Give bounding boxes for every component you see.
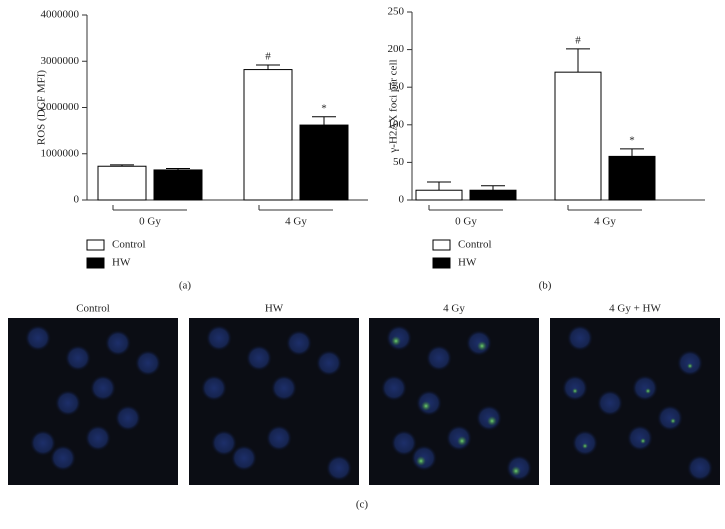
image-title: HW [265,303,284,315]
bar [415,189,463,201]
foci [511,466,521,476]
foci [391,336,401,346]
cell [90,375,116,401]
cell [65,345,91,371]
significance-marker: # [265,50,271,62]
cell [55,390,81,416]
panel-label: (b) [539,280,552,292]
foci [457,436,467,446]
cell [286,330,312,356]
x-tick-label: 4 Gy [285,216,307,228]
foci [687,363,693,369]
y-tick-label: 0 [399,194,405,206]
legend-swatch [432,239,451,251]
y-tick-label: 4000000 [41,9,80,21]
cell [246,345,272,371]
foci [582,443,588,449]
y-tick-label: 0 [74,194,80,206]
foci [572,388,578,394]
legend-label: HW [458,257,477,269]
foci [477,341,487,351]
bar [97,165,147,201]
cell [426,345,452,371]
x-tick-label: 0 Gy [139,216,161,228]
cell [316,350,342,376]
cell [632,375,658,401]
y-tick-label: 1000000 [41,147,80,159]
legend-swatch [86,257,105,269]
y-tick-label: 100 [388,118,405,130]
y-axis-label: γ-H2AX foci per cell [388,59,400,153]
cell [391,430,417,456]
foci [645,388,651,394]
legend-label: Control [458,239,492,251]
cell [206,325,232,351]
cell [687,455,713,481]
y-tick-label: 150 [388,81,405,93]
cell [271,375,297,401]
y-tick-label: 3000000 [41,55,80,67]
x-tick-label: 4 Gy [594,216,616,228]
foci [487,416,497,426]
cell [50,445,76,471]
y-tick-label: 250 [388,6,405,18]
cell [25,325,51,351]
legend-label: HW [112,257,131,269]
cell [201,375,227,401]
foci [421,401,431,411]
bar [608,155,656,201]
cell [231,445,257,471]
cell [326,455,352,481]
bar [153,169,203,201]
x-tick-label: 0 Gy [455,216,477,228]
y-tick-label: 2000000 [41,101,80,113]
legend-swatch [432,257,451,269]
cell [30,430,56,456]
legend-label: Control [112,239,146,251]
cell [211,430,237,456]
foci [640,438,646,444]
panel-label: (c) [356,499,369,511]
cell [105,330,131,356]
legend-swatch [86,239,105,251]
cell [627,425,653,451]
cell [567,325,593,351]
bar [554,71,602,201]
cell [85,425,111,451]
cell [266,425,292,451]
foci [416,456,426,466]
cell [381,375,407,401]
bar [299,124,349,201]
image-title: 4 Gy [443,303,465,315]
image-title: 4 Gy + HW [609,303,661,315]
foci [670,418,676,424]
significance-marker: * [629,134,635,146]
bar [469,189,517,201]
cell [657,405,683,431]
cell [135,350,161,376]
image-title: Control [76,303,110,315]
y-tick-label: 50 [393,156,405,168]
panel-label: (a) [179,280,192,292]
significance-marker: # [575,34,581,46]
y-axis-label: ROS (DCF MFI) [36,70,48,146]
cell [115,405,141,431]
cell [597,390,623,416]
y-tick-label: 200 [388,43,405,55]
significance-marker: * [321,102,327,114]
bar [243,69,293,201]
